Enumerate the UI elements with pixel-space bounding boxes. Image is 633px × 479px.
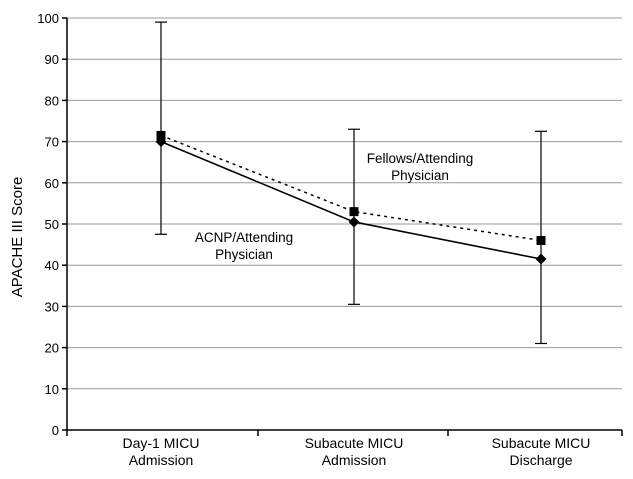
- y-tick-label: 10: [45, 382, 59, 397]
- x-tick-label: Discharge: [509, 452, 572, 468]
- axes: APACHE III Score 0 10 20 30 40 50 60 70 80 90 100 D…: [9, 11, 623, 468]
- annotation-fellows-attending: Fellows/Attending: [367, 151, 474, 166]
- data-point-fellows-attending: [156, 130, 166, 140]
- y-tick-label: 90: [45, 52, 59, 67]
- series-markers: [155, 130, 547, 265]
- x-tick-label: Admission: [129, 452, 194, 468]
- x-tick-label: Subacute MICU: [305, 435, 404, 451]
- annotation-acnp-attending: Physician: [215, 247, 273, 262]
- y-tick-label: 0: [52, 423, 59, 438]
- y-tick-label: 40: [45, 258, 59, 273]
- y-tick-label: 20: [45, 341, 59, 356]
- data-point-acnp-attending: [535, 253, 547, 265]
- y-tick-label: 50: [45, 217, 59, 232]
- y-tick-label: 30: [45, 299, 59, 314]
- x-tick-label: Admission: [322, 452, 387, 468]
- annotation-acnp-attending: ACNP/Attending: [195, 230, 293, 245]
- y-tick-label: 80: [45, 93, 59, 108]
- data-point-acnp-attending: [348, 216, 360, 228]
- series-line-fellows-attending: [160, 134, 542, 242]
- data-point-fellows-attending: [536, 235, 546, 245]
- y-tick-label: 100: [37, 11, 59, 26]
- gridlines: [67, 17, 622, 390]
- x-tick-label: Day-1 MICU: [122, 435, 199, 451]
- y-tick-label: 70: [45, 135, 59, 150]
- y-axis-label: APACHE III Score: [9, 177, 26, 298]
- x-tick-label: Subacute MICU: [492, 435, 591, 451]
- series-annotations: Fellows/Attending Physician ACNP/Attending…: [195, 151, 473, 262]
- data-point-acnp-attending: [155, 136, 167, 148]
- data-point-fellows-attending: [349, 207, 359, 217]
- annotation-fellows-attending: Physician: [391, 168, 449, 183]
- y-tick-label: 60: [45, 176, 59, 191]
